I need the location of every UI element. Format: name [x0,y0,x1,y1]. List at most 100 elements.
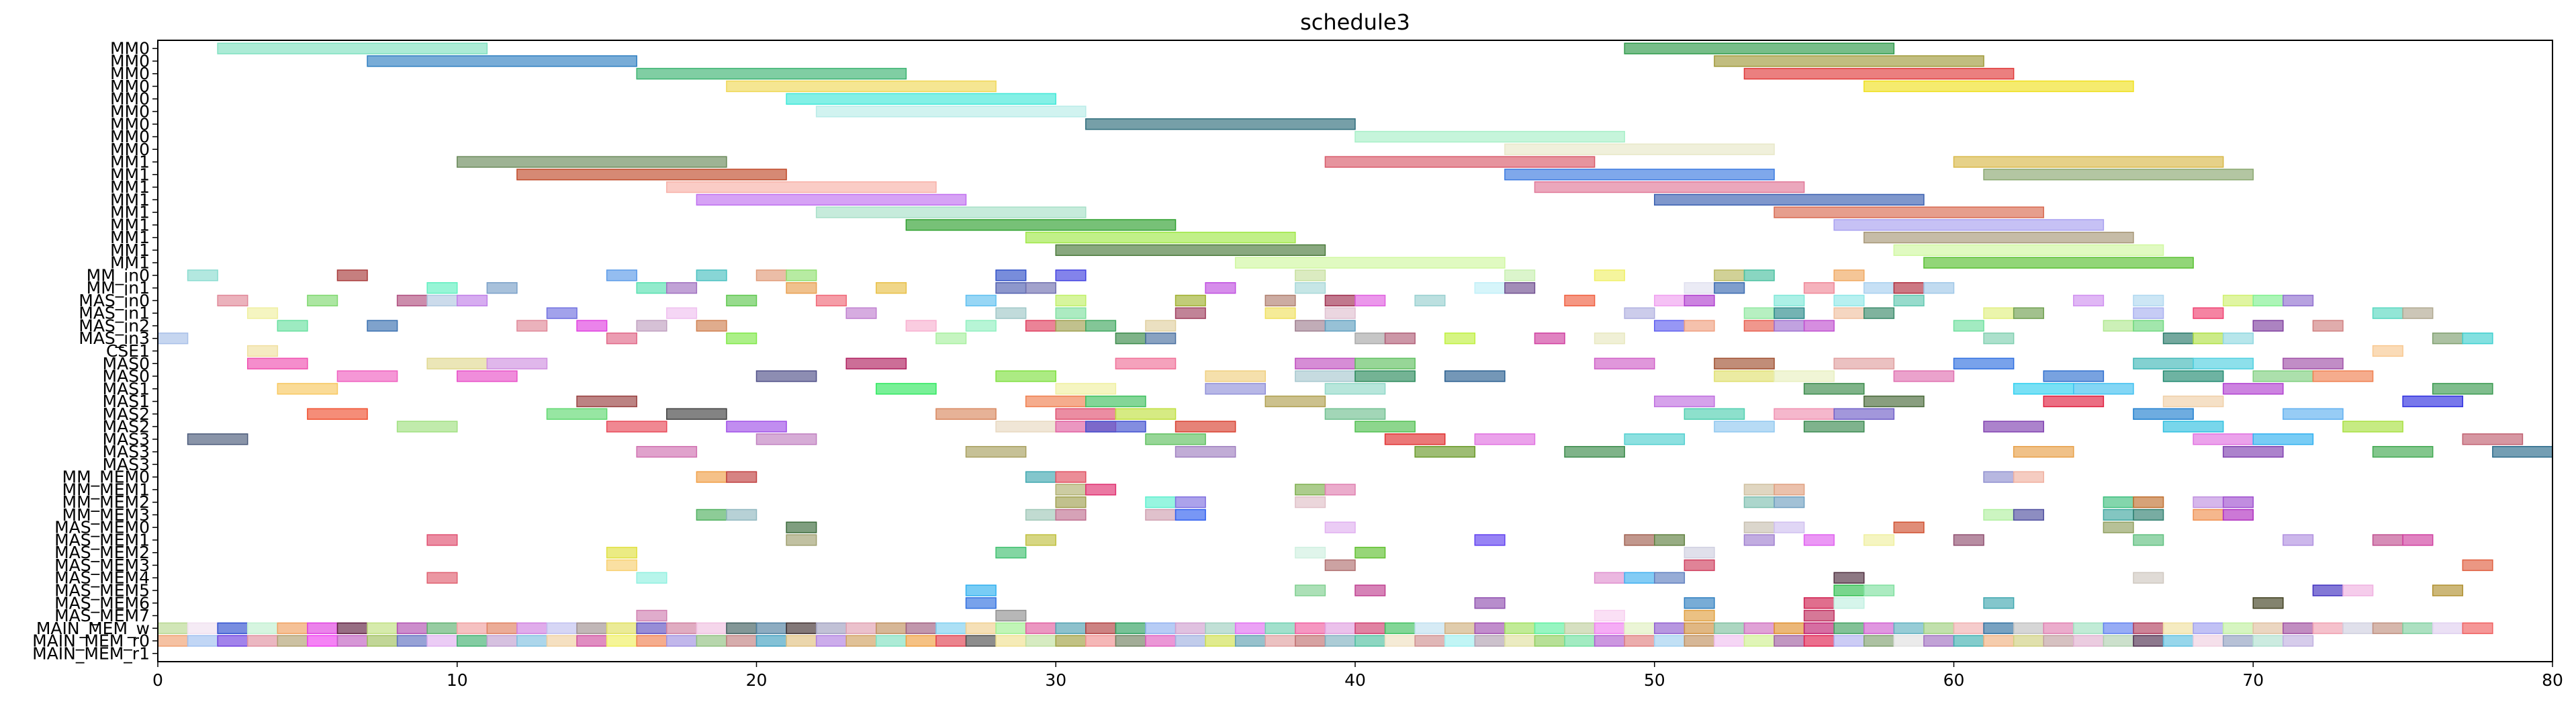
y-tick-label: MM0 [110,140,150,159]
task-bar [1295,547,1326,559]
task-bar [1684,547,1715,559]
task-bar [1354,370,1416,382]
task-bar [726,471,757,483]
task-bar [1654,294,1686,307]
task-bar [995,269,1027,281]
task-bar [1714,269,1745,281]
task-bar [666,635,698,647]
task-bar [217,294,248,307]
y-tick-label: MM1 [110,177,150,197]
task-bar [277,320,308,332]
task-bar [726,294,757,307]
task-bar [1384,622,1416,634]
task-bar [876,282,907,294]
task-bar [1354,130,1625,143]
task-bar [546,408,608,420]
task-bar [2342,584,2374,596]
y-tick-label: MAS_in3 [79,328,150,348]
task-bar [1085,320,1117,332]
task-bar [1743,68,2015,80]
task-bar [2133,635,2164,647]
task-bar [1803,635,1835,647]
task-bar [1714,357,1775,369]
task-bar [1983,333,2015,345]
y-tick-label: MM_in0 [87,265,150,285]
task-bar [995,635,1027,647]
plot-frame [157,40,2553,662]
y-tick-label: MAS_in2 [79,316,150,335]
task-bar [2312,320,2344,332]
task-bar [1774,408,1835,420]
task-bar [1175,294,1206,307]
task-bar [2103,320,2134,332]
task-bar [2162,333,2194,345]
task-bar [636,282,668,294]
task-bar [1803,609,1835,622]
task-bar [1055,408,1117,420]
task-bar [277,635,308,647]
task-bar [1324,156,1596,168]
task-bar [1354,357,1416,369]
task-bar [1803,282,1835,294]
task-bar [2133,496,2164,508]
task-bar [1324,484,1356,496]
task-bar [1893,622,1925,634]
task-bar [1893,294,1925,307]
task-bar [2193,433,2254,445]
task-bar [935,635,967,647]
task-bar [2013,445,2074,458]
task-bar [1864,622,1895,634]
task-bar [815,294,847,307]
task-bar [546,307,578,319]
task-bar [1714,370,1775,382]
y-tick-label: MAS1 [103,392,150,411]
task-bar [606,559,637,572]
x-tick-label: 60 [1943,670,1965,690]
task-bar [1414,635,1446,647]
task-bar [576,635,608,647]
task-bar [1384,333,1416,345]
task-bar [367,635,398,647]
task-bar [1354,635,1386,647]
task-bar [1205,635,1236,647]
task-bar [1684,597,1715,609]
task-bar [1025,282,1057,294]
task-bar [367,55,637,67]
task-bar [1354,421,1416,433]
task-bar [1684,559,1715,572]
task-bar [1714,635,1745,647]
task-bar [2193,307,2224,319]
task-bar [1923,635,1955,647]
task-bar [696,269,727,281]
x-tick-label: 70 [2242,670,2264,690]
y-tick-label: MM0 [110,51,150,71]
task-bar [2162,622,2194,634]
task-bar [1145,635,1177,647]
task-bar [1654,534,1686,546]
y-tick-label: MAS3 [103,442,150,461]
y-tick-label: MM_MEM3 [62,505,150,525]
task-bar [1025,320,1057,332]
task-bar [995,547,1027,559]
task-bar [1983,635,2015,647]
task-bar [1354,294,1386,307]
task-bar [995,307,1027,319]
task-bar [277,383,338,395]
task-bar [1684,408,1745,420]
task-bar [1743,635,1775,647]
task-bar [2372,345,2403,357]
task-bar [2222,383,2284,395]
task-bar [1864,307,1895,319]
task-bar [1085,622,1117,634]
task-bar [755,269,787,281]
task-bar [1564,445,1625,458]
task-bar [157,333,189,345]
task-bar [2462,622,2493,634]
y-tick-label: MM0 [110,77,150,96]
y-tick-label: MAS_MEM3 [54,556,150,575]
task-bar [1414,622,1446,634]
task-bar [2402,534,2434,546]
y-tick-label: MM1 [110,215,150,234]
task-bar [187,433,248,445]
task-bar [2283,357,2344,369]
